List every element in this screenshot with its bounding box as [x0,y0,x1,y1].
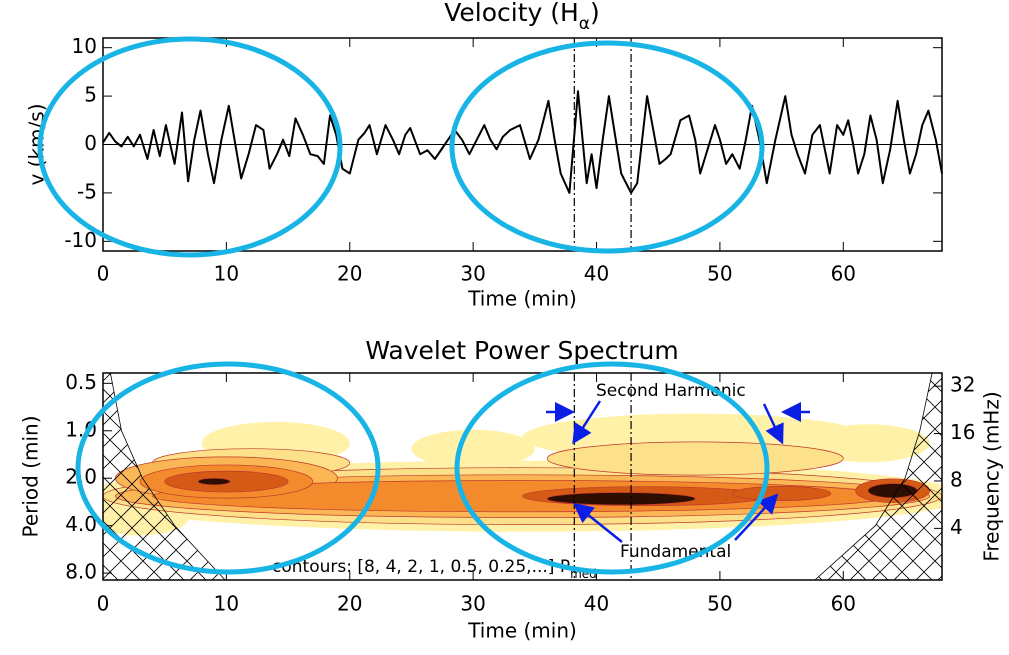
power-blob [731,486,832,501]
x-tick-label: 20 [337,592,362,616]
y-tick-label: 0.5 [65,370,97,394]
x-tick-label: 40 [584,592,609,616]
coi-line [110,373,226,580]
x-tick-label: 10 [214,592,239,616]
chart-title: Velocity (Hα) [444,0,600,34]
x-tick-label: 10 [214,262,239,286]
x-tick-label: 40 [584,262,609,286]
y2-tick-label: 8 [950,467,963,491]
power-blob [197,477,231,486]
y2-axis-label: Frequency (mHz) [980,391,1004,561]
y-tick-label: 0 [84,131,97,155]
plot-frame [102,372,943,581]
coi-line [814,373,933,580]
y2-tick-label: 4 [950,515,963,539]
y-tick-label: -5 [77,179,97,203]
power-blob [806,424,930,463]
arrows [546,400,810,543]
y-tick-label: 8.0 [65,560,97,584]
x-axis-label: Time (min) [467,619,577,643]
y-tick-label: 10 [72,34,97,58]
y-tick-label: 5 [84,83,97,107]
power-contours [103,373,942,580]
y-axis-label: Period (min) [19,415,43,537]
x-tick-label: 30 [460,592,485,616]
power-blob [546,441,844,476]
y-tick-label: -10 [64,228,97,252]
highlight-ellipses [37,36,770,575]
power-blob [411,429,535,468]
x-tick-label: 60 [831,592,856,616]
chart-title: Wavelet Power Spectrum [365,336,678,365]
x-tick-label: 50 [707,262,732,286]
x-tick-label: 0 [97,592,110,616]
x-tick-label: 50 [707,592,732,616]
x-tick-label: 60 [831,262,856,286]
annotation: Fundamental [620,542,731,562]
x-axis-label: Time (min) [467,287,577,311]
x-tick-label: 20 [337,262,362,286]
x-tick-label: 30 [460,262,485,286]
y2-tick-label: 32 [950,373,975,397]
y2-tick-label: 16 [950,420,975,444]
power-blob [546,492,696,506]
x-tick-label: 0 [97,262,110,286]
coi-hatch [814,373,942,580]
coi-hatch [103,373,226,580]
velocity-line [102,90,943,194]
y-tick-label: 4.0 [65,512,97,536]
